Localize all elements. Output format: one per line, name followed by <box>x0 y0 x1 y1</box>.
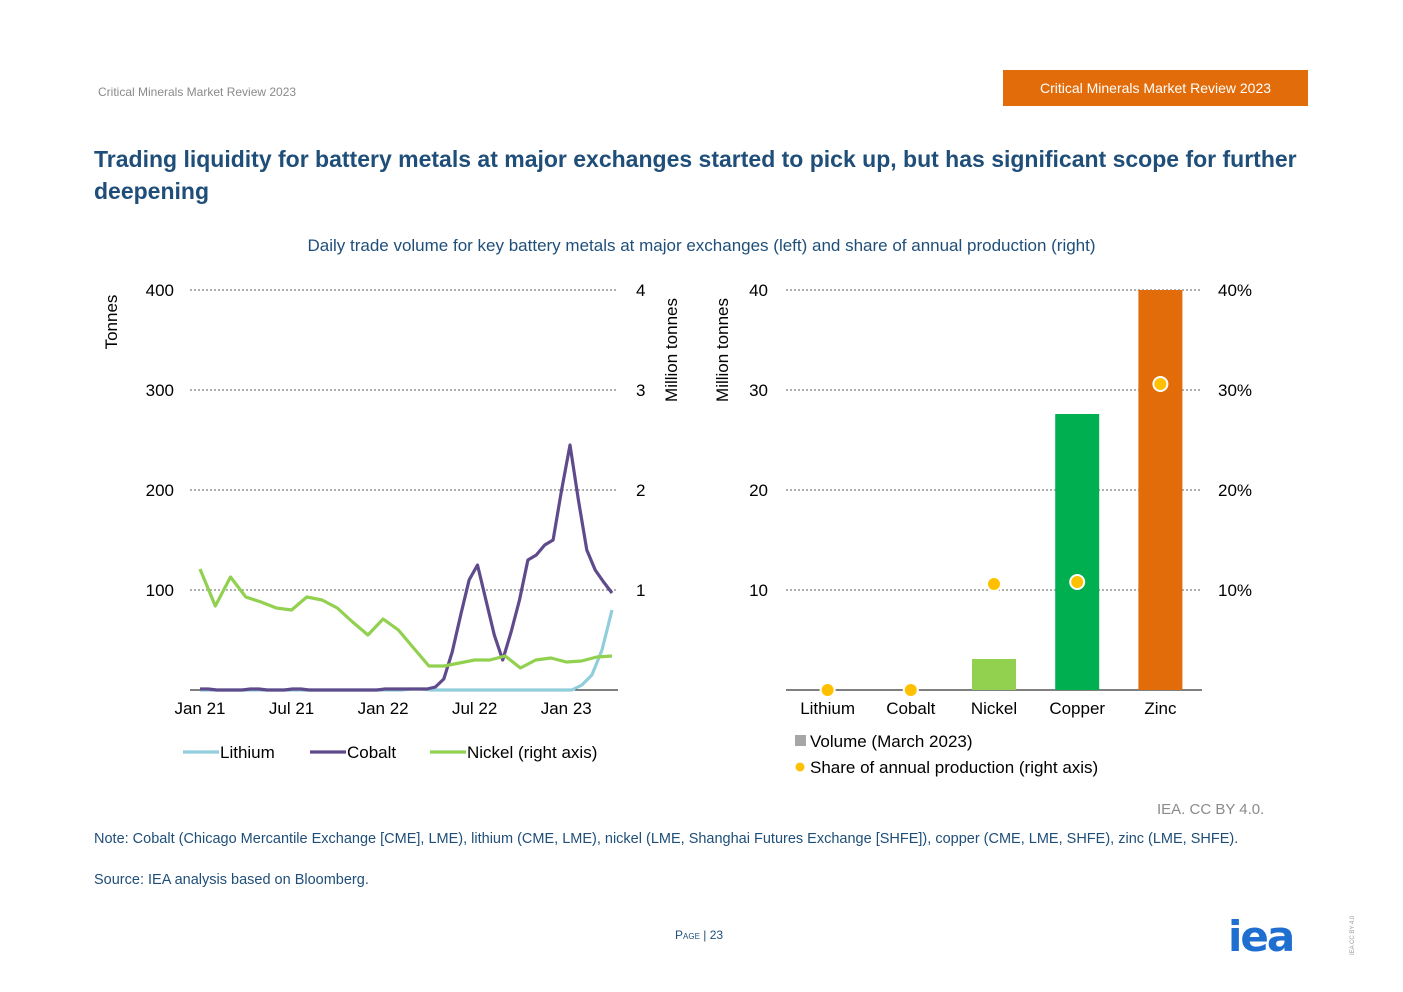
right-xtick-label: Zinc <box>1144 699 1177 718</box>
side-license: IEA CC BY 4.0 <box>1350 915 1356 955</box>
left-y2tick-label: 4 <box>636 281 645 300</box>
left-xtick-label: Jan 21 <box>174 699 225 718</box>
left-ytick-label: 400 <box>146 281 174 300</box>
right-xtick-label: Cobalt <box>886 699 935 718</box>
legend-label-share: Share of annual production (right axis) <box>810 758 1098 777</box>
right-y2tick-label: 40% <box>1218 281 1252 300</box>
legend-label-nickel: Nickel (right axis) <box>467 743 597 762</box>
right-ylabel: Million tonnes <box>713 298 732 402</box>
share-dot-lithium <box>819 682 836 698</box>
header-report-name: Critical Minerals Market Review 2023 <box>98 85 297 99</box>
bar-copper <box>1055 414 1100 690</box>
bar-zinc <box>1138 290 1183 690</box>
left-xtick-label: Jan 22 <box>358 699 409 718</box>
legend-swatch-volume <box>795 735 806 746</box>
left-y2label: Million tonnes <box>662 298 681 402</box>
series-line-lithium <box>200 609 614 692</box>
chart-subtitle: Daily trade volume for key battery metal… <box>307 236 1096 255</box>
right-ytick-label: 40 <box>749 281 768 300</box>
right-xtick-label: Copper <box>1049 699 1105 718</box>
left-xtick-label: Jul 22 <box>452 699 497 718</box>
page-sep: | <box>703 928 707 942</box>
header-badge: Critical Minerals Market Review 2023 <box>1003 70 1308 106</box>
right-xtick-label: Nickel <box>971 699 1017 718</box>
left-y2tick-label: 1 <box>636 581 645 600</box>
series-line-cobalt <box>200 443 614 692</box>
right-xtick-label: Lithium <box>800 699 855 718</box>
license-credit: IEA. CC BY 4.0. <box>1157 801 1265 818</box>
right-y2tick-label: 30% <box>1218 381 1252 400</box>
left-ytick-label: 100 <box>146 581 174 600</box>
page-title: Trading liquidity for battery metals at … <box>94 146 1297 204</box>
left-ytick-label: 300 <box>146 381 174 400</box>
iea-logo: iea <box>1228 912 1295 961</box>
chart-source: Source: IEA analysis based on Bloomberg. <box>94 872 369 888</box>
left-ytick-label: 200 <box>146 481 174 500</box>
legend-label-cobalt: Cobalt <box>347 743 396 762</box>
page-number: Page | 23 <box>675 928 723 942</box>
share-dot-cobalt <box>902 682 919 698</box>
chart-note: Note: Cobalt (Chicago Mercantile Exchang… <box>94 831 1239 847</box>
left-ylabel: Tonnes <box>102 295 121 350</box>
right-ytick-label: 20 <box>749 481 768 500</box>
right-ytick-label: 10 <box>749 581 768 600</box>
right-ytick-label: 30 <box>749 381 768 400</box>
legend-label-lithium: Lithium <box>220 743 275 762</box>
left-y2tick-label: 3 <box>636 381 645 400</box>
share-dot-nickel <box>986 576 1002 592</box>
left-xtick-label: Jan 23 <box>541 699 592 718</box>
legend-label-volume: Volume (March 2023) <box>810 732 973 751</box>
page-value: 23 <box>709 928 724 942</box>
legend-swatch-share <box>795 762 805 772</box>
series-line-nickel <box>198 568 613 670</box>
share-dot-copper <box>1069 574 1086 590</box>
share-dot-zinc <box>1152 376 1169 392</box>
right-y2tick-label: 10% <box>1218 581 1252 600</box>
right-y2tick-label: 20% <box>1218 481 1252 500</box>
left-y2tick-label: 2 <box>636 481 645 500</box>
bar-nickel <box>972 659 1016 690</box>
left-xtick-label: Jul 21 <box>269 699 314 718</box>
page-label: Page <box>675 928 700 942</box>
